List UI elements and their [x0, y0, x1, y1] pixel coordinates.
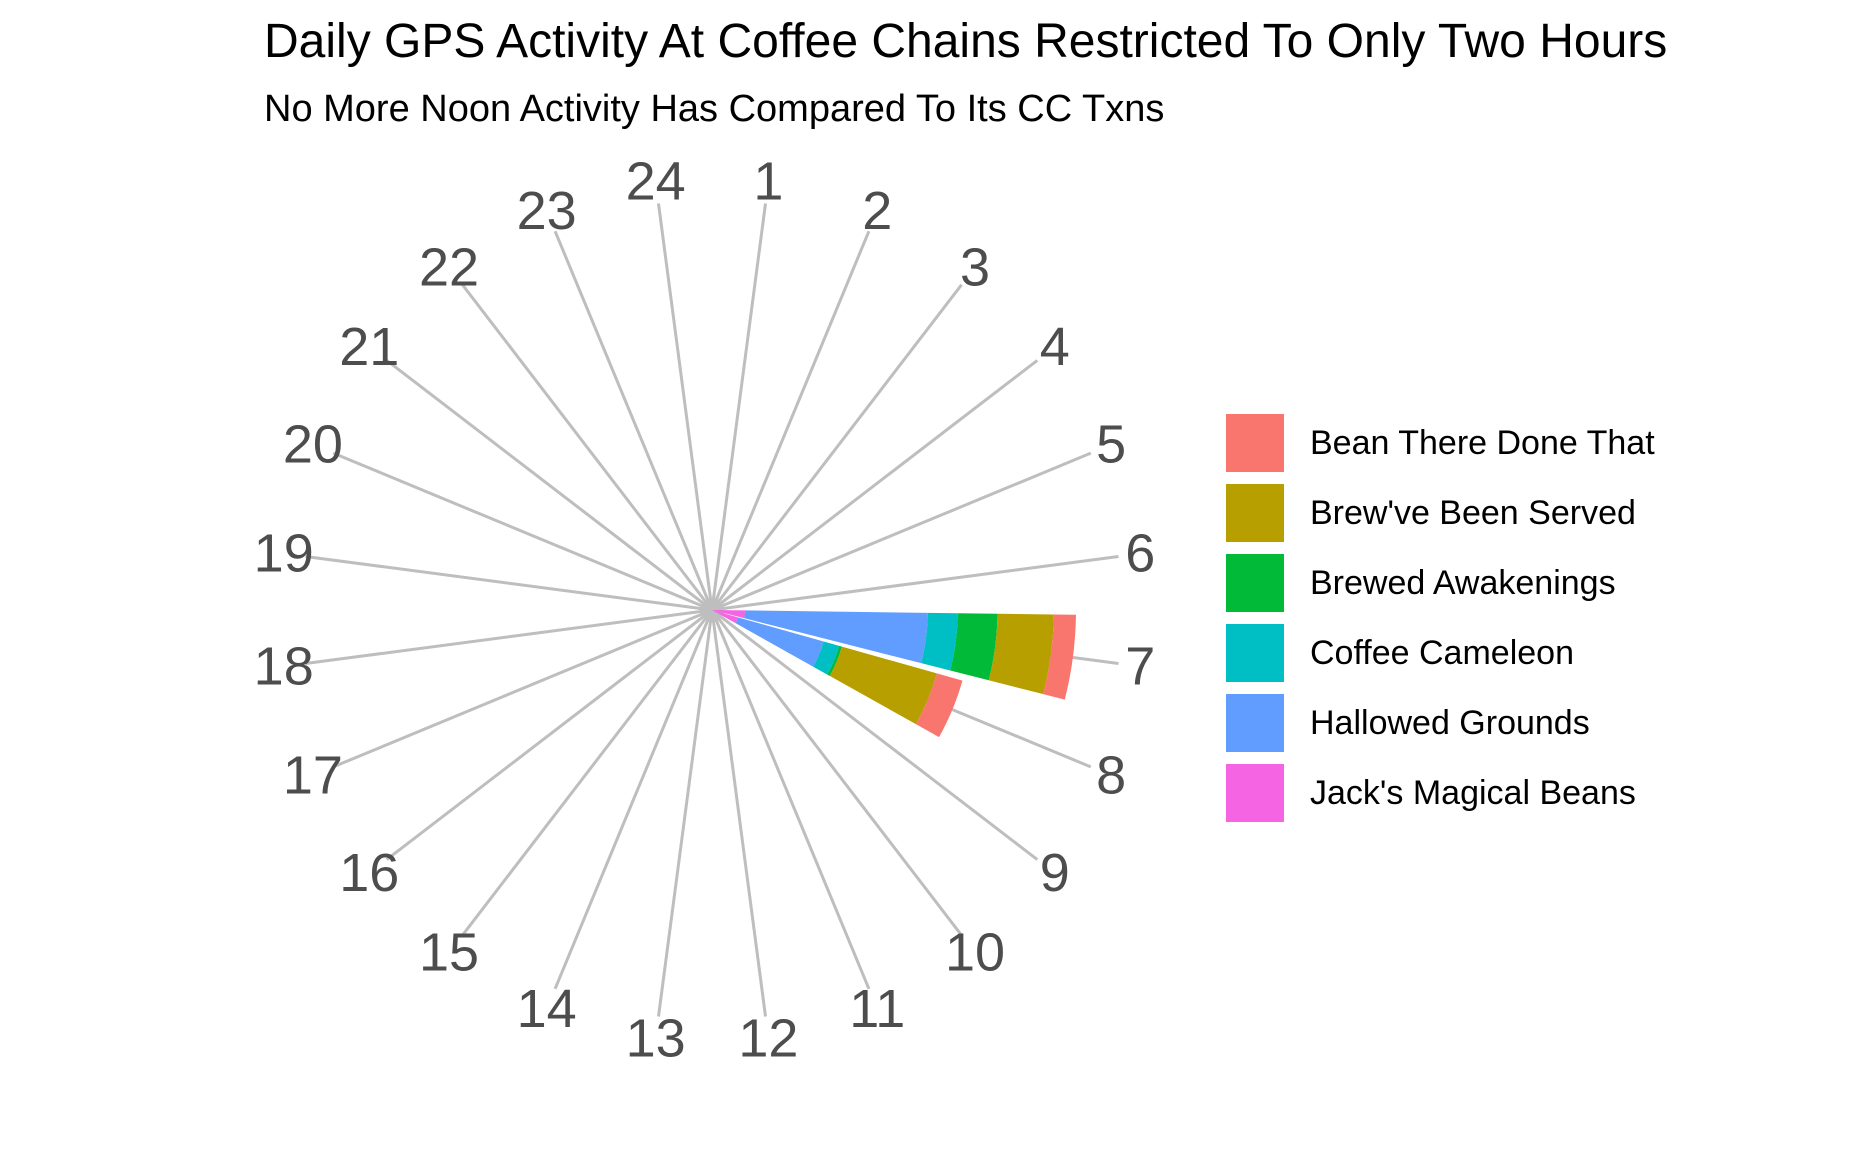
tick-label-hour-12: 12: [738, 1008, 798, 1068]
gridline-hour-22: [461, 283, 714, 611]
legend-label: Jack's Magical Beans: [1310, 773, 1636, 812]
tick-label-hour-13: 13: [626, 1008, 686, 1068]
legend-item: Brew've Been Served: [1224, 478, 1655, 548]
bar-hour-7-bean-there-done-that: [1043, 614, 1076, 700]
legend: Bean There Done That Brew've Been Served B…: [1224, 408, 1655, 828]
bar-hour-8-brew-ve-been-served: [829, 646, 937, 725]
gridline-hour-3: [710, 283, 963, 611]
tick-label-hour-3: 3: [960, 237, 990, 297]
legend-item: Hallowed Grounds: [1224, 688, 1655, 758]
legend-label: Hallowed Grounds: [1310, 703, 1590, 742]
tick-label-hour-4: 4: [1040, 317, 1070, 377]
tick-label-hour-7: 7: [1125, 636, 1155, 696]
bar-hour-7-hallowed-grounds: [744, 610, 928, 664]
gridline-hour-13: [656, 609, 714, 1017]
gridline-hour-18: [305, 608, 713, 666]
tick-label-hour-15: 15: [419, 923, 479, 983]
gridline-hour-6: [711, 554, 1119, 612]
legend-swatch: [1224, 552, 1286, 614]
tick-label-hour-14: 14: [517, 979, 577, 1039]
gridline-hour-21: [385, 359, 713, 612]
gridline-hour-2: [710, 230, 871, 611]
gridline-hour-20: [332, 451, 713, 612]
bar-hour-8-jack-s-magical-beans: [712, 610, 738, 624]
gridline-hour-12: [710, 609, 768, 1017]
bars: [712, 610, 1076, 738]
tick-label-hour-19: 19: [254, 524, 314, 584]
gridline-hour-1: [710, 203, 768, 611]
gridline-hour-23: [553, 230, 714, 611]
tick-label-hour-24: 24: [626, 152, 686, 212]
bar-hour-8-coffee-cameleon: [813, 641, 840, 675]
gridline-hour-11: [710, 609, 871, 990]
bar-hour-8-bean-there-done-that: [915, 673, 963, 738]
tick-label-hour-10: 10: [945, 923, 1005, 983]
legend-item: Coffee Cameleon: [1224, 618, 1655, 688]
gridline-hour-15: [461, 609, 714, 937]
tick-label-hour-9: 9: [1040, 843, 1070, 903]
tick-label-hour-23: 23: [517, 181, 577, 241]
gridline-hour-16: [385, 608, 713, 861]
tick-label-hour-20: 20: [283, 415, 343, 475]
legend-swatch: [1224, 762, 1286, 824]
gridline-hour-10: [710, 609, 963, 937]
legend-swatch: [1224, 482, 1286, 544]
tick-label-hour-1: 1: [753, 152, 783, 212]
chart-title: Daily GPS Activity At Coffee Chains Rest…: [264, 15, 1668, 68]
legend-swatch: [1224, 622, 1286, 684]
gridline-hour-9: [711, 608, 1039, 861]
bar-hour-8-hallowed-grounds: [735, 617, 824, 667]
legend-label: Brewed Awakenings: [1310, 563, 1616, 602]
tick-label-hour-2: 2: [862, 181, 892, 241]
gridline-hour-14: [553, 609, 714, 990]
gridline-hour-5: [711, 451, 1092, 612]
gridline-hour-4: [711, 359, 1039, 612]
gridline-hour-24: [656, 203, 714, 611]
tick-label-hour-6: 6: [1125, 524, 1155, 584]
legend-item: Brewed Awakenings: [1224, 548, 1655, 618]
tick-label-hour-5: 5: [1096, 415, 1126, 475]
bar-hour-8-brewed-awakenings: [827, 645, 842, 676]
legend-label: Coffee Cameleon: [1310, 633, 1574, 672]
bar-hour-7-jack-s-magical-beans: [712, 610, 746, 619]
legend-item: Bean There Done That: [1224, 408, 1655, 478]
tick-label-hour-21: 21: [339, 317, 399, 377]
legend-swatch: [1224, 412, 1286, 474]
legend-item: Jack's Magical Beans: [1224, 758, 1655, 828]
bar-hour-7-brew-ve-been-served: [988, 613, 1054, 695]
tick-label-hour-17: 17: [283, 745, 343, 805]
bar-hour-7-coffee-cameleon: [921, 612, 958, 671]
legend-label: Brew've Been Served: [1310, 493, 1636, 532]
tick-label-hour-22: 22: [419, 237, 479, 297]
tick-label-hour-8: 8: [1096, 745, 1126, 805]
gridline-hour-19: [305, 554, 713, 612]
bar-hour-7-brewed-awakenings: [950, 613, 998, 681]
legend-label: Bean There Done That: [1310, 423, 1655, 462]
tick-label-hour-16: 16: [339, 843, 399, 903]
tick-label-hour-18: 18: [254, 636, 314, 696]
chart-subtitle: No More Noon Activity Has Compared To It…: [264, 88, 1165, 130]
legend-swatch: [1224, 692, 1286, 754]
gridline-hour-17: [332, 608, 713, 769]
tick-label-hour-11: 11: [849, 979, 905, 1039]
